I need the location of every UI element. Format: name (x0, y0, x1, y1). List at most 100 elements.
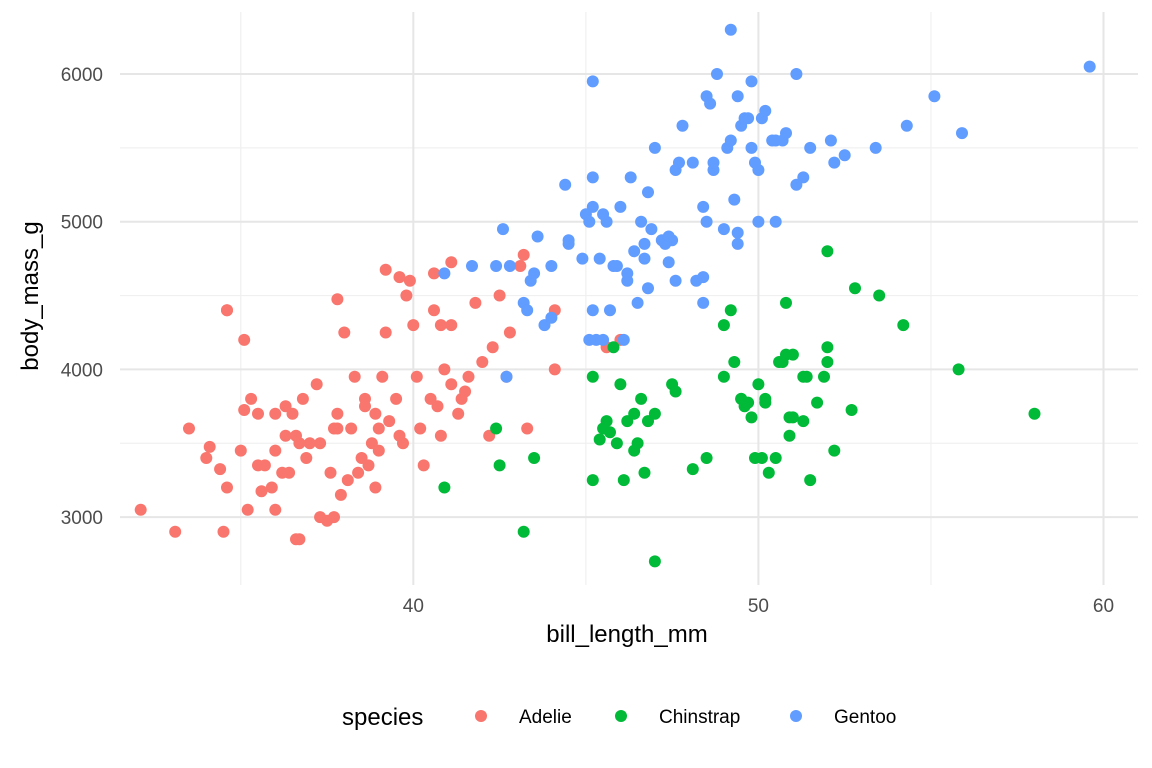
point-chinstrap (617, 474, 630, 487)
point-gentoo (669, 274, 682, 287)
point-gentoo (662, 256, 675, 269)
point-gentoo (676, 119, 689, 132)
point-adelie (328, 422, 340, 435)
point-gentoo (597, 333, 610, 346)
point-adelie (283, 466, 296, 479)
point-chinstrap (769, 452, 782, 464)
point-chinstrap (849, 282, 861, 295)
point-chinstrap (686, 463, 699, 476)
point-gentoo (586, 304, 599, 317)
point-adelie (403, 274, 416, 287)
point-adelie (486, 341, 499, 354)
point-adelie (469, 296, 482, 309)
legend-label-chinstrap: Chinstrap (659, 707, 740, 728)
point-gentoo (586, 171, 599, 184)
point-chinstrap (490, 422, 503, 435)
point-gentoo (711, 68, 723, 80)
point-gentoo (804, 141, 817, 154)
point-gentoo (531, 230, 544, 243)
point-gentoo (559, 178, 572, 191)
point-gentoo (790, 178, 803, 191)
point-adelie (428, 304, 440, 317)
x-tick-label: 60 (1093, 596, 1114, 617)
major-gridlines (120, 12, 1138, 585)
point-adelie (417, 459, 430, 472)
point-adelie (245, 392, 258, 405)
point-adelie (410, 370, 423, 383)
point-adelie (200, 452, 213, 464)
point-gentoo (593, 252, 606, 265)
point-chinstrap (821, 341, 834, 354)
point-chinstrap (724, 304, 737, 317)
point-gentoo (752, 215, 765, 228)
legend-label-adelie: Adelie (519, 707, 572, 728)
point-chinstrap (1028, 407, 1041, 420)
point-adelie (183, 422, 195, 435)
point-gentoo (717, 223, 730, 236)
point-gentoo (790, 68, 803, 80)
point-adelie (238, 333, 251, 346)
point-gentoo (828, 156, 841, 169)
point-gentoo (438, 267, 451, 280)
point-chinstrap (783, 429, 796, 442)
point-chinstrap (728, 356, 741, 368)
point-adelie (293, 533, 306, 546)
point-adelie (434, 429, 447, 442)
point-adelie (369, 407, 382, 420)
point-gentoo (545, 260, 558, 272)
point-gentoo (745, 141, 758, 154)
legend-title: species (342, 704, 423, 731)
point-gentoo (642, 282, 654, 295)
point-chinstrap (628, 407, 641, 420)
point-chinstrap (752, 378, 765, 391)
point-gentoo (724, 134, 737, 147)
data-points (134, 23, 1096, 568)
point-gentoo (583, 215, 596, 228)
point-gentoo (583, 333, 596, 346)
point-adelie (352, 466, 365, 479)
point-gentoo (742, 112, 755, 125)
legend-key-gentoo (790, 710, 802, 722)
point-gentoo (586, 200, 599, 213)
point-adelie (214, 463, 227, 476)
point-chinstrap (818, 370, 830, 383)
point-gentoo (724, 23, 737, 36)
point-gentoo (928, 90, 941, 103)
point-gentoo (1083, 60, 1096, 73)
point-gentoo (635, 215, 648, 228)
point-adelie (493, 289, 506, 302)
point-chinstrap (635, 392, 648, 405)
point-gentoo (704, 97, 717, 110)
point-gentoo (645, 223, 658, 236)
point-gentoo (631, 296, 644, 309)
point-chinstrap (797, 415, 810, 428)
point-adelie (169, 525, 182, 538)
point-chinstrap (735, 392, 748, 405)
point-gentoo (597, 208, 610, 221)
point-gentoo (697, 200, 710, 213)
point-chinstrap (604, 426, 616, 439)
point-gentoo (752, 164, 765, 176)
point-adelie (265, 481, 278, 494)
point-adelie (300, 452, 313, 464)
point-gentoo (697, 296, 710, 309)
point-gentoo (662, 230, 675, 243)
point-adelie (331, 407, 344, 420)
point-gentoo (638, 252, 651, 265)
point-adelie (341, 474, 354, 487)
point-gentoo (700, 215, 713, 228)
point-adelie (334, 488, 347, 501)
point-gentoo (503, 260, 516, 272)
point-gentoo (745, 75, 758, 88)
point-adelie (279, 429, 292, 442)
point-chinstrap (845, 404, 858, 416)
point-chinstrap (586, 370, 599, 383)
point-adelie (445, 378, 458, 391)
point-adelie (286, 407, 299, 420)
point-adelie (438, 363, 451, 376)
point-chinstrap (631, 437, 644, 450)
point-gentoo (900, 119, 913, 132)
point-gentoo (780, 127, 792, 140)
point-gentoo (731, 226, 744, 239)
